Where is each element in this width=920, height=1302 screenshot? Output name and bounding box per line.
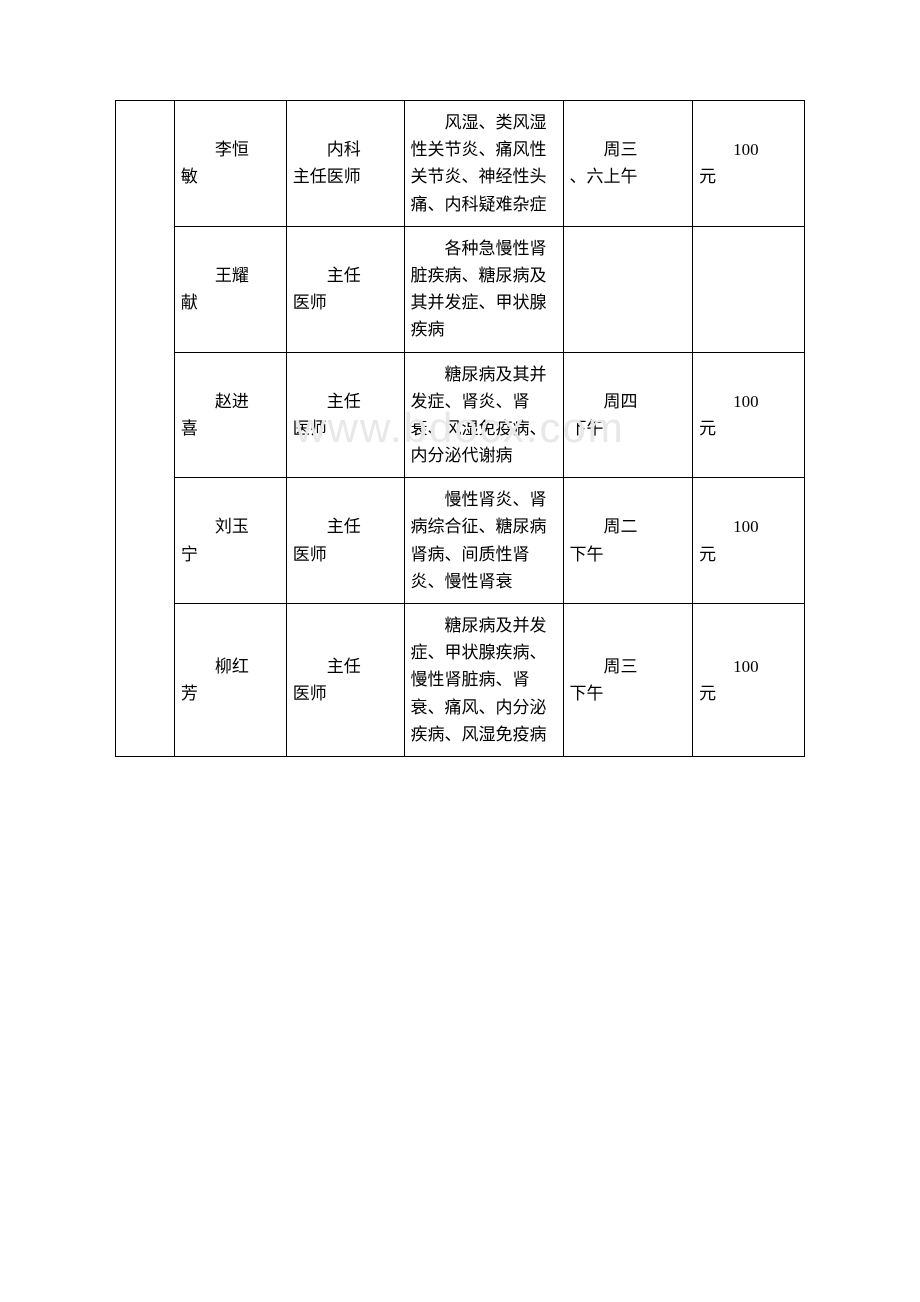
name-line2: 宁 (181, 541, 280, 568)
fee-cell: 100 元 (693, 352, 805, 478)
schedule-cell: 周三 下午 (563, 604, 693, 757)
specialty-cell: 慢性肾炎、肾病综合征、糖尿病肾病、间质性肾炎、慢性肾衰 (404, 478, 563, 604)
schedule-line1: 周三 (570, 136, 687, 163)
title-line1: 主任 (293, 653, 398, 680)
specialty-text: 风湿、类风湿性关节炎、痛风性关节炎、神经性头痛、内科疑难杂症 (411, 109, 557, 218)
title-line1: 内科 (293, 136, 398, 163)
title-cell: 内科 主任医师 (286, 101, 404, 227)
specialty-text: 各种急慢性肾脏疾病、糖尿病及其并发症、甲状腺疾病 (411, 235, 557, 344)
specialty-cell: 糖尿病及其并发症、肾炎、肾衰、风湿免疫病、内分泌代谢病 (404, 352, 563, 478)
fee-cell: 100 元 (693, 478, 805, 604)
title-line1: 主任 (293, 388, 398, 415)
schedule-cell (563, 226, 693, 352)
schedule-line2: 下午 (570, 680, 687, 707)
name-line1: 赵进 (181, 388, 280, 415)
name-line2: 献 (181, 289, 280, 316)
table-container: www.bdocx.com 李恒 敏 内科 主任医师 风湿 (115, 100, 805, 757)
fee-line1: 100 (699, 653, 798, 680)
specialty-cell: 糖尿病及并发症、甲状腺疾病、慢性肾脏病、肾衰、痛风、内分泌疾病、风湿免疫病 (404, 604, 563, 757)
title-cell: 主任 医师 (286, 478, 404, 604)
title-line2: 医师 (293, 541, 398, 568)
title-line1: 主任 (293, 513, 398, 540)
specialty-text: 糖尿病及并发症、甲状腺疾病、慢性肾脏病、肾衰、痛风、内分泌疾病、风湿免疫病 (411, 612, 557, 748)
table-row: 赵进 喜 主任 医师 糖尿病及其并发症、肾炎、肾衰、风湿免疫病、内分泌代谢病 周… (116, 352, 805, 478)
name-line2: 喜 (181, 415, 280, 442)
title-line2: 主任医师 (293, 163, 398, 190)
fee-line1: 100 (699, 513, 798, 540)
schedule-line2: 下午 (570, 541, 687, 568)
table-row: 王耀 献 主任 医师 各种急慢性肾脏疾病、糖尿病及其并发症、甲状腺疾病 (116, 226, 805, 352)
title-cell: 主任 医师 (286, 604, 404, 757)
title-cell: 主任 医师 (286, 226, 404, 352)
schedule-line1: 周二 (570, 513, 687, 540)
name-line1: 柳红 (181, 653, 280, 680)
name-line1: 王耀 (181, 262, 280, 289)
table-row: 李恒 敏 内科 主任医师 风湿、类风湿性关节炎、痛风性关节炎、神经性头痛、内科疑… (116, 101, 805, 227)
fee-line2: 元 (699, 680, 798, 707)
specialty-cell: 风湿、类风湿性关节炎、痛风性关节炎、神经性头痛、内科疑难杂症 (404, 101, 563, 227)
fee-cell: 100 元 (693, 604, 805, 757)
title-line2: 医师 (293, 415, 398, 442)
schedule-cell: 周三 、六上午 (563, 101, 693, 227)
table-body: 李恒 敏 内科 主任医师 风湿、类风湿性关节炎、痛风性关节炎、神经性头痛、内科疑… (116, 101, 805, 757)
specialty-text: 慢性肾炎、肾病综合征、糖尿病肾病、间质性肾炎、慢性肾衰 (411, 486, 557, 595)
dept-cell (116, 101, 175, 757)
name-cell: 李恒 敏 (174, 101, 286, 227)
title-line2: 医师 (293, 680, 398, 707)
fee-line1: 100 (699, 388, 798, 415)
name-line2: 敏 (181, 163, 280, 190)
title-line2: 医师 (293, 289, 398, 316)
fee-line2: 元 (699, 163, 798, 190)
fee-line2: 元 (699, 541, 798, 568)
name-cell: 王耀 献 (174, 226, 286, 352)
doctor-schedule-table: 李恒 敏 内科 主任医师 风湿、类风湿性关节炎、痛风性关节炎、神经性头痛、内科疑… (115, 100, 805, 757)
specialty-cell: 各种急慢性肾脏疾病、糖尿病及其并发症、甲状腺疾病 (404, 226, 563, 352)
schedule-line1: 周四 (570, 388, 687, 415)
schedule-line2: 下午 (570, 415, 687, 442)
specialty-text: 糖尿病及其并发症、肾炎、肾衰、风湿免疫病、内分泌代谢病 (411, 361, 557, 470)
schedule-cell: 周四 下午 (563, 352, 693, 478)
name-cell: 刘玉 宁 (174, 478, 286, 604)
title-line1: 主任 (293, 262, 398, 289)
table-row: 刘玉 宁 主任 医师 慢性肾炎、肾病综合征、糖尿病肾病、间质性肾炎、慢性肾衰 周… (116, 478, 805, 604)
name-line2: 芳 (181, 680, 280, 707)
schedule-cell: 周二 下午 (563, 478, 693, 604)
name-cell: 赵进 喜 (174, 352, 286, 478)
fee-line1: 100 (699, 136, 798, 163)
schedule-line2: 、六上午 (570, 163, 687, 190)
fee-cell (693, 226, 805, 352)
name-line1: 李恒 (181, 136, 280, 163)
schedule-line1: 周三 (570, 653, 687, 680)
table-row: 柳红 芳 主任 医师 糖尿病及并发症、甲状腺疾病、慢性肾脏病、肾衰、痛风、内分泌… (116, 604, 805, 757)
fee-cell: 100 元 (693, 101, 805, 227)
title-cell: 主任 医师 (286, 352, 404, 478)
fee-line2: 元 (699, 415, 798, 442)
name-cell: 柳红 芳 (174, 604, 286, 757)
name-line1: 刘玉 (181, 513, 280, 540)
